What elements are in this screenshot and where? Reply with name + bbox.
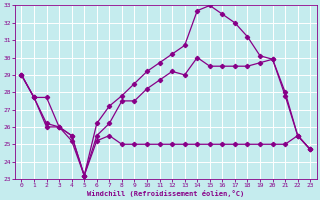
X-axis label: Windchill (Refroidissement éolien,°C): Windchill (Refroidissement éolien,°C) [87,190,244,197]
